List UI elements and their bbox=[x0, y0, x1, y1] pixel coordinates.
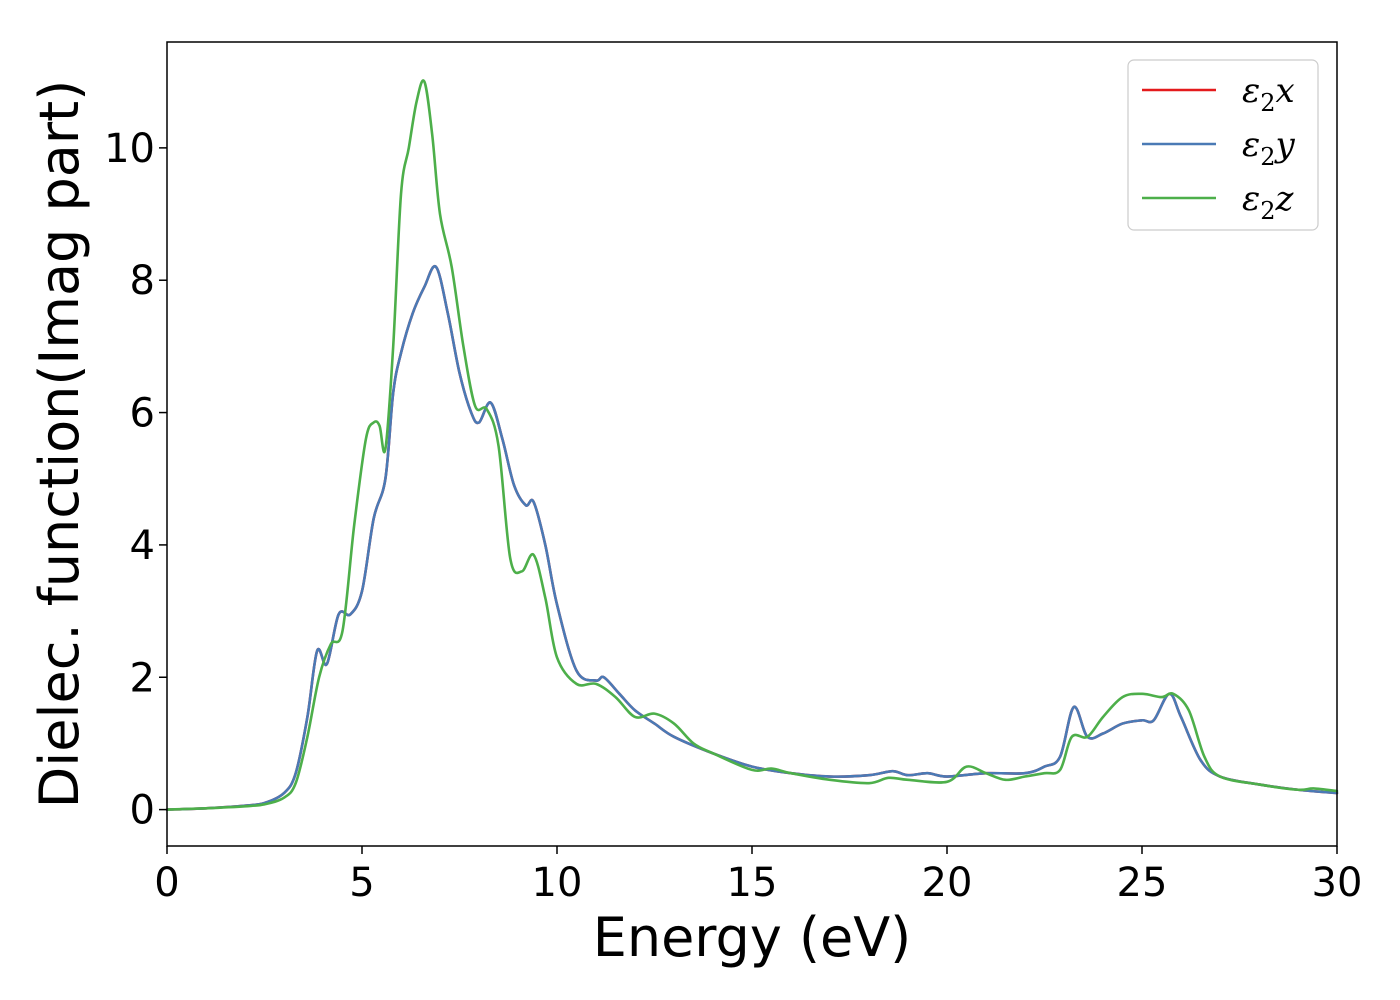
legend-label-y: ε2y bbox=[1242, 125, 1296, 171]
x-tick-label: 0 bbox=[154, 860, 179, 906]
x-tick-label: 30 bbox=[1312, 860, 1363, 906]
legend: ε2x ε2y ε2z bbox=[1127, 59, 1319, 231]
series-line-z bbox=[165, 79, 1339, 811]
y-tick-label: 10 bbox=[104, 126, 155, 172]
x-tick-label: 5 bbox=[349, 860, 374, 906]
legend-box bbox=[1127, 59, 1319, 231]
x-tick-label: 10 bbox=[532, 860, 583, 906]
y-tick-label: 0 bbox=[130, 788, 155, 834]
x-tick-label: 15 bbox=[727, 860, 778, 906]
ticks-layer: 0 5 10 15 20 25 30 0 2 4 6 8 10 bbox=[104, 126, 1362, 906]
y-tick-label: 2 bbox=[130, 655, 155, 701]
series-layer bbox=[165, 79, 1339, 811]
x-tick-label: 25 bbox=[1117, 860, 1168, 906]
series-line-y bbox=[165, 264, 1339, 811]
y-axis-label: Dielec. function(Imag part) bbox=[28, 80, 91, 809]
y-tick-label: 4 bbox=[130, 523, 155, 569]
y-tick-label: 8 bbox=[130, 258, 155, 304]
x-axis-label: Energy (eV) bbox=[593, 906, 912, 969]
legend-label-z: ε2z bbox=[1242, 179, 1295, 225]
legend-label-x: ε2x bbox=[1242, 71, 1295, 117]
y-tick-label: 6 bbox=[130, 391, 155, 437]
x-tick-label: 20 bbox=[922, 860, 973, 906]
